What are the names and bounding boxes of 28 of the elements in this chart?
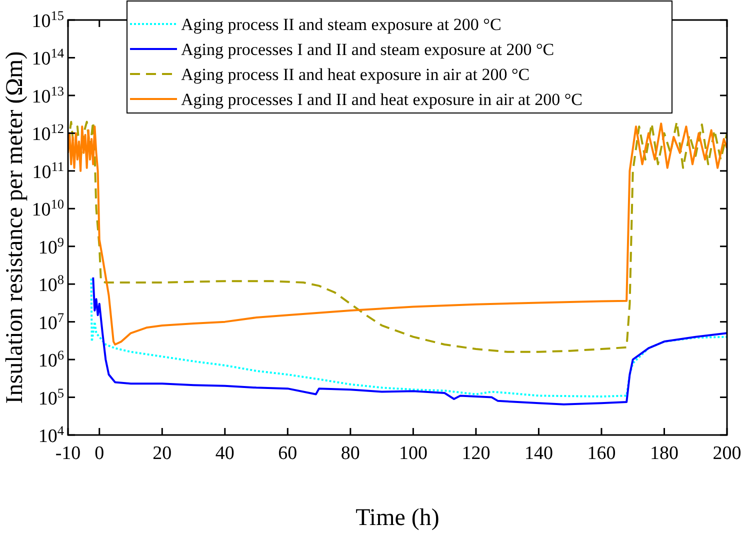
- y-tick-label: 10$^{12}$: [32, 120, 64, 146]
- y-tick-label: 10$^{8}$: [38, 272, 64, 296]
- legend-label: Aging processes I and II and steam exposure at 200 °C: [181, 40, 554, 59]
- y-tick-label: 10$^{6}$: [38, 347, 64, 372]
- legend-label: Aging process II and heat exposure in air at 200 °C: [181, 65, 530, 84]
- x-tick-label: 20: [152, 443, 172, 464]
- y-tick-label: 10$^{11}$: [32, 158, 64, 183]
- y-tick-label: 10$^{10}$: [32, 196, 64, 221]
- y-tick-label: 10$^{9}$: [38, 234, 64, 258]
- x-tick-label: 60: [278, 443, 298, 464]
- x-tick-label: 0: [94, 443, 104, 464]
- legend-label: Aging processes I and II and heat exposure in air at 200 °C: [181, 90, 582, 109]
- y-tick-label: 10$^{14}$: [32, 45, 64, 70]
- x-tick-label: 120: [462, 443, 490, 464]
- y-tick-label: 10$^{7}$: [38, 309, 64, 334]
- y-tick-label: 10$^{15}$: [32, 8, 64, 32]
- x-tick-label: 200: [712, 443, 742, 464]
- x-axis-title: Time (h): [356, 505, 440, 531]
- x-tick-label: 140: [524, 443, 553, 464]
- x-tick-label: 180: [650, 443, 678, 464]
- x-tick-label: 40: [215, 443, 234, 464]
- x-tick-label: 80: [340, 443, 360, 464]
- y-axis-title: Insulation resistance per meter (Ωm): [2, 51, 28, 404]
- x-tick-label: 160: [587, 443, 616, 464]
- legend-label: Aging process II and steam exposure at 200 °C: [181, 15, 502, 34]
- y-tick-label: 10$^{13}$: [32, 82, 64, 108]
- y-tick-label: 10$^{5}$: [38, 384, 64, 410]
- x-tick-label: 100: [398, 443, 428, 464]
